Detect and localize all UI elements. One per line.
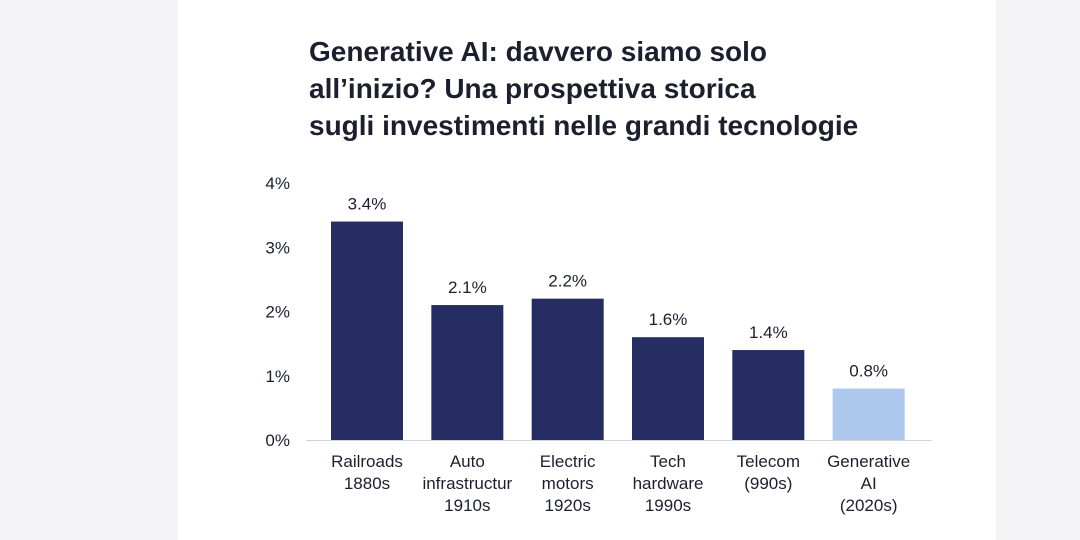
bar [632,337,704,440]
bar [331,221,403,440]
bar-value-label: 1.4% [749,323,788,342]
bar-value-label: 0.8% [849,362,888,381]
y-tick-label: 2% [265,303,290,322]
bars [331,221,905,440]
bar [832,388,905,440]
bar [732,350,805,440]
y-tick-label: 0% [265,431,290,450]
y-tick-label: 4% [265,174,290,193]
x-axis: Railroads 1880s Auto infrastructur 1910s Elec… [306,440,932,515]
chart-card [178,0,996,540]
bar [531,298,604,440]
value-labels: 3.4% 2.1% 2.2% 1.6% 1.4% 0.8% [348,195,888,381]
x-tick-label: Generative AI (2020s) [827,452,910,515]
bar-value-label: 2.1% [448,278,487,297]
y-axis: 0% 1% 2% 3% 4% [265,174,290,450]
x-tick-label: Auto infrastructur 1910s [422,452,512,515]
bar-value-label: 2.2% [548,272,587,291]
bar-value-label: 1.6% [649,310,688,329]
x-tick-label: Tech hardware 1990s [633,452,704,515]
x-tick-label: Telecom (990s) [737,452,800,493]
y-tick-label: 1% [265,367,290,386]
y-tick-label: 3% [265,238,290,257]
chart-title: Generative AI: davvero siamo solo all’in… [309,36,859,141]
bar [431,305,504,440]
bar-value-label: 3.4% [348,195,387,214]
x-tick-label: Railroads 1880s [331,452,403,493]
x-tick-label: Electric motors 1920s [540,452,596,515]
